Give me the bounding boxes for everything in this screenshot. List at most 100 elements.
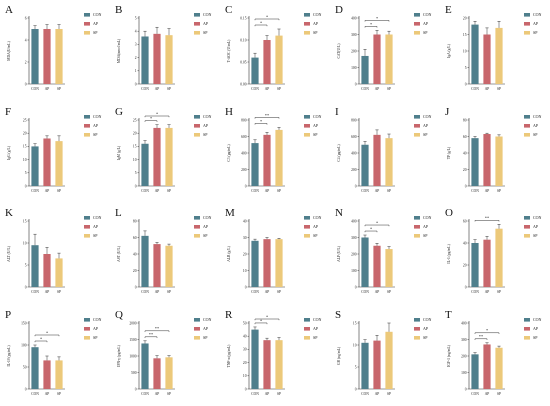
legend-swatch-con <box>304 317 310 322</box>
y-tick-label: 200 <box>241 167 247 171</box>
bar-sp <box>385 249 393 287</box>
y-axis-label: T-AOC (U/mL) <box>227 39 231 62</box>
y-axis-label: IFN-γ (pg/mL) <box>117 344 121 366</box>
legend-label: SP <box>313 132 318 137</box>
y-axis-label: IgG (g/L) <box>7 145 11 160</box>
x-tick-label: AP <box>265 290 270 294</box>
y-tick-label: 100 <box>461 370 467 374</box>
panel-letter: P <box>5 309 11 321</box>
x-tick-label: CON <box>141 290 149 294</box>
y-axis-label: MDA(nmol/mL) <box>117 38 121 63</box>
x-tick-label: SP <box>57 290 61 294</box>
panel-letter: T <box>445 309 452 321</box>
panel-letter: B <box>115 4 122 16</box>
bar-con <box>141 143 149 186</box>
y-tick-label: 2 <box>25 60 27 64</box>
legend-label: SP <box>93 233 98 238</box>
x-tick-label: SP <box>57 87 61 91</box>
y-axis-label: IgA (g/L) <box>447 43 451 57</box>
legend-label: AP <box>313 224 319 229</box>
bar-ap <box>153 244 161 287</box>
bar-con <box>251 57 259 84</box>
panel-letter: C <box>225 4 232 16</box>
y-tick-label: 4 <box>135 30 137 34</box>
legend-swatch-ap <box>194 326 200 331</box>
y-tick-label: 300 <box>351 236 357 240</box>
legend-label: AP <box>93 21 99 26</box>
x-tick-label: AP <box>485 392 490 396</box>
y-tick-label: 20 <box>463 167 467 171</box>
x-tick-label: AP <box>45 87 50 91</box>
legend-label: CON <box>203 114 212 119</box>
legend-swatch-con <box>84 317 90 322</box>
y-tick-label: 60 <box>463 219 467 223</box>
x-tick-label: AP <box>45 189 50 193</box>
y-tick-label: 3 <box>135 43 137 47</box>
significance-label: * <box>486 328 488 333</box>
x-tick-label: AP <box>485 290 490 294</box>
x-tick-label: AP <box>265 87 270 91</box>
legend-swatch-ap <box>194 22 200 26</box>
panel-E: E IgA (g/L) 0 5 10 15 20 CON AP SP CON AP SP <box>445 4 542 91</box>
legend-swatch-sp <box>524 132 530 137</box>
y-tick-label: 40 <box>463 151 467 155</box>
y-tick-label: 200 <box>351 49 357 53</box>
legend-swatch-ap <box>524 123 530 128</box>
y-tick-label: 0.10 <box>240 38 246 42</box>
bar-con <box>361 237 369 287</box>
legend-label: SP <box>423 132 428 137</box>
legend-label: SP <box>313 335 318 340</box>
y-axis-label: ALB (g/L) <box>227 245 231 261</box>
panel-G: G IgM (g/L) 0 5 10 15 20 25 CON AP SP * * CON AP SP <box>115 106 212 193</box>
y-axis-label: AST (U/L) <box>117 245 121 262</box>
y-axis-label: IgM (g/L) <box>117 144 121 159</box>
x-tick-label: SP <box>497 392 501 396</box>
x-tick-label: CON <box>141 189 149 193</box>
y-axis-label: CAT(U/L) <box>337 43 341 59</box>
legend-label: AP <box>533 21 539 26</box>
legend-label: SP <box>533 30 538 35</box>
legend-swatch-con <box>524 317 530 322</box>
legend-label: AP <box>313 123 319 128</box>
legend-label: CON <box>93 215 102 220</box>
legend-swatch-sp <box>194 31 200 35</box>
legend-label: CON <box>423 12 432 17</box>
legend-label: SP <box>423 335 428 340</box>
legend-swatch-con <box>84 216 90 220</box>
y-tick-label: 100 <box>351 66 357 70</box>
legend-label: CON <box>313 317 322 322</box>
y-tick-label: 200 <box>351 167 357 171</box>
panel-letter: N <box>335 207 343 219</box>
y-tick-label: 0 <box>245 285 247 289</box>
legend-label: CON <box>423 114 432 119</box>
legend-swatch-ap <box>414 225 420 229</box>
bar-con <box>471 24 479 85</box>
x-tick-label: AP <box>375 290 380 294</box>
y-tick-label: 15 <box>23 144 27 148</box>
y-tick-label: 40 <box>243 334 247 338</box>
legend-swatch-con <box>194 114 200 119</box>
y-tick-label: 300 <box>351 33 357 37</box>
y-tick-label: 10 <box>243 374 247 378</box>
significance-label: * <box>376 220 378 225</box>
legend-label: CON <box>93 317 102 322</box>
panel-letter: S <box>335 309 341 321</box>
panel-D: D CAT(U/L) 0 100 200 300 400 CON AP SP * * CON AP SP <box>335 4 432 91</box>
y-tick-label: 25 <box>23 118 27 122</box>
legend-swatch-ap <box>414 22 420 26</box>
x-tick-label: CON <box>251 392 259 396</box>
y-tick-label: 0 <box>465 184 467 188</box>
legend-swatch-ap <box>304 225 310 229</box>
y-tick-label: 0 <box>245 184 247 188</box>
x-tick-label: AP <box>45 392 50 396</box>
y-axis-label: TP (g/L) <box>447 146 451 159</box>
significance-label: * <box>260 118 262 123</box>
bar-ap <box>373 134 381 186</box>
bar-ap <box>263 239 271 287</box>
y-tick-label: 0 <box>355 184 357 188</box>
x-tick-label: SP <box>167 392 171 396</box>
x-tick-label: SP <box>387 87 391 91</box>
legend-swatch-sp <box>414 132 420 137</box>
legend-swatch-con <box>304 216 310 220</box>
